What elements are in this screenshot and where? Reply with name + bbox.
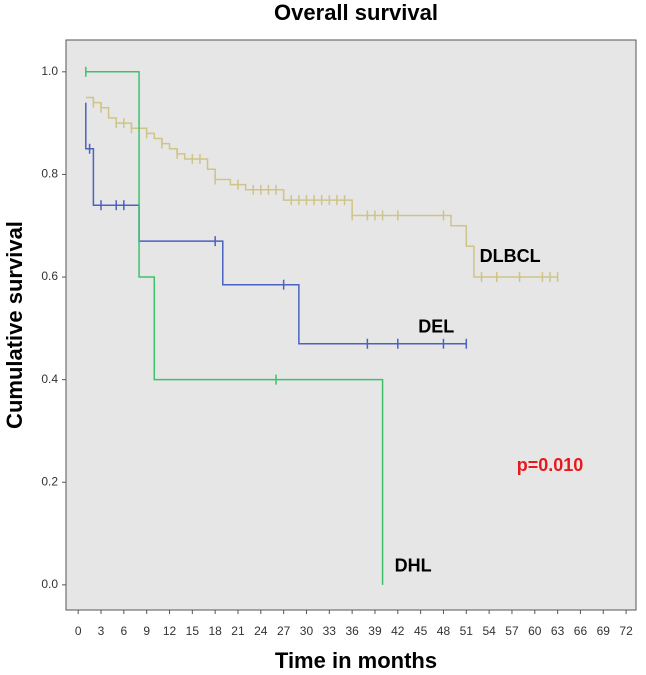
x-tick-label: 63 [551, 624, 565, 638]
x-tick-label: 36 [345, 624, 359, 638]
plot-area [65, 39, 637, 611]
y-tick-label: 0.6 [41, 269, 58, 283]
x-tick-label: 54 [482, 624, 496, 638]
x-tick-label: 42 [391, 624, 405, 638]
x-tick-label: 0 [75, 624, 82, 638]
annotation: p=0.010 [517, 455, 584, 475]
x-tick-label: 57 [505, 624, 519, 638]
y-tick-label: 0.2 [41, 474, 58, 488]
x-tick-label: 60 [528, 624, 542, 638]
series-label: DHL [395, 556, 432, 576]
x-tick-label: 9 [143, 624, 150, 638]
y-tick-label: 0.4 [41, 372, 58, 386]
x-tick-label: 45 [414, 624, 428, 638]
y-tick-label: 1.0 [41, 64, 58, 78]
x-tick-label: 6 [120, 624, 127, 638]
survival-curve [85, 96, 558, 278]
x-tick-label: 30 [300, 624, 314, 638]
x-tick-label: 39 [368, 624, 382, 638]
x-tick-label: 72 [619, 624, 633, 638]
x-tick-label: 12 [163, 624, 177, 638]
series-label: DEL [418, 316, 454, 336]
x-tick-label: 21 [231, 624, 245, 638]
series-label: DLBCL [480, 246, 541, 266]
x-tick-label: 48 [437, 624, 451, 638]
survival-curve [85, 71, 384, 585]
x-tick-label: 27 [277, 624, 291, 638]
x-tick-label: 66 [574, 624, 588, 638]
x-tick-label: 24 [254, 624, 268, 638]
x-tick-label: 33 [323, 624, 337, 638]
x-tick-label: 15 [186, 624, 200, 638]
y-tick-label: 0.0 [41, 577, 58, 591]
chart-title: Overall survival [274, 0, 438, 25]
y-tick-label: 0.8 [41, 167, 58, 181]
x-tick-label: 51 [460, 624, 474, 638]
x-tick-label: 18 [208, 624, 222, 638]
x-tick-label: 3 [98, 624, 105, 638]
x-axis-title: Time in months [275, 648, 437, 673]
x-tick-label: 69 [597, 624, 611, 638]
y-axis-title: Cumulative survival [2, 221, 27, 429]
